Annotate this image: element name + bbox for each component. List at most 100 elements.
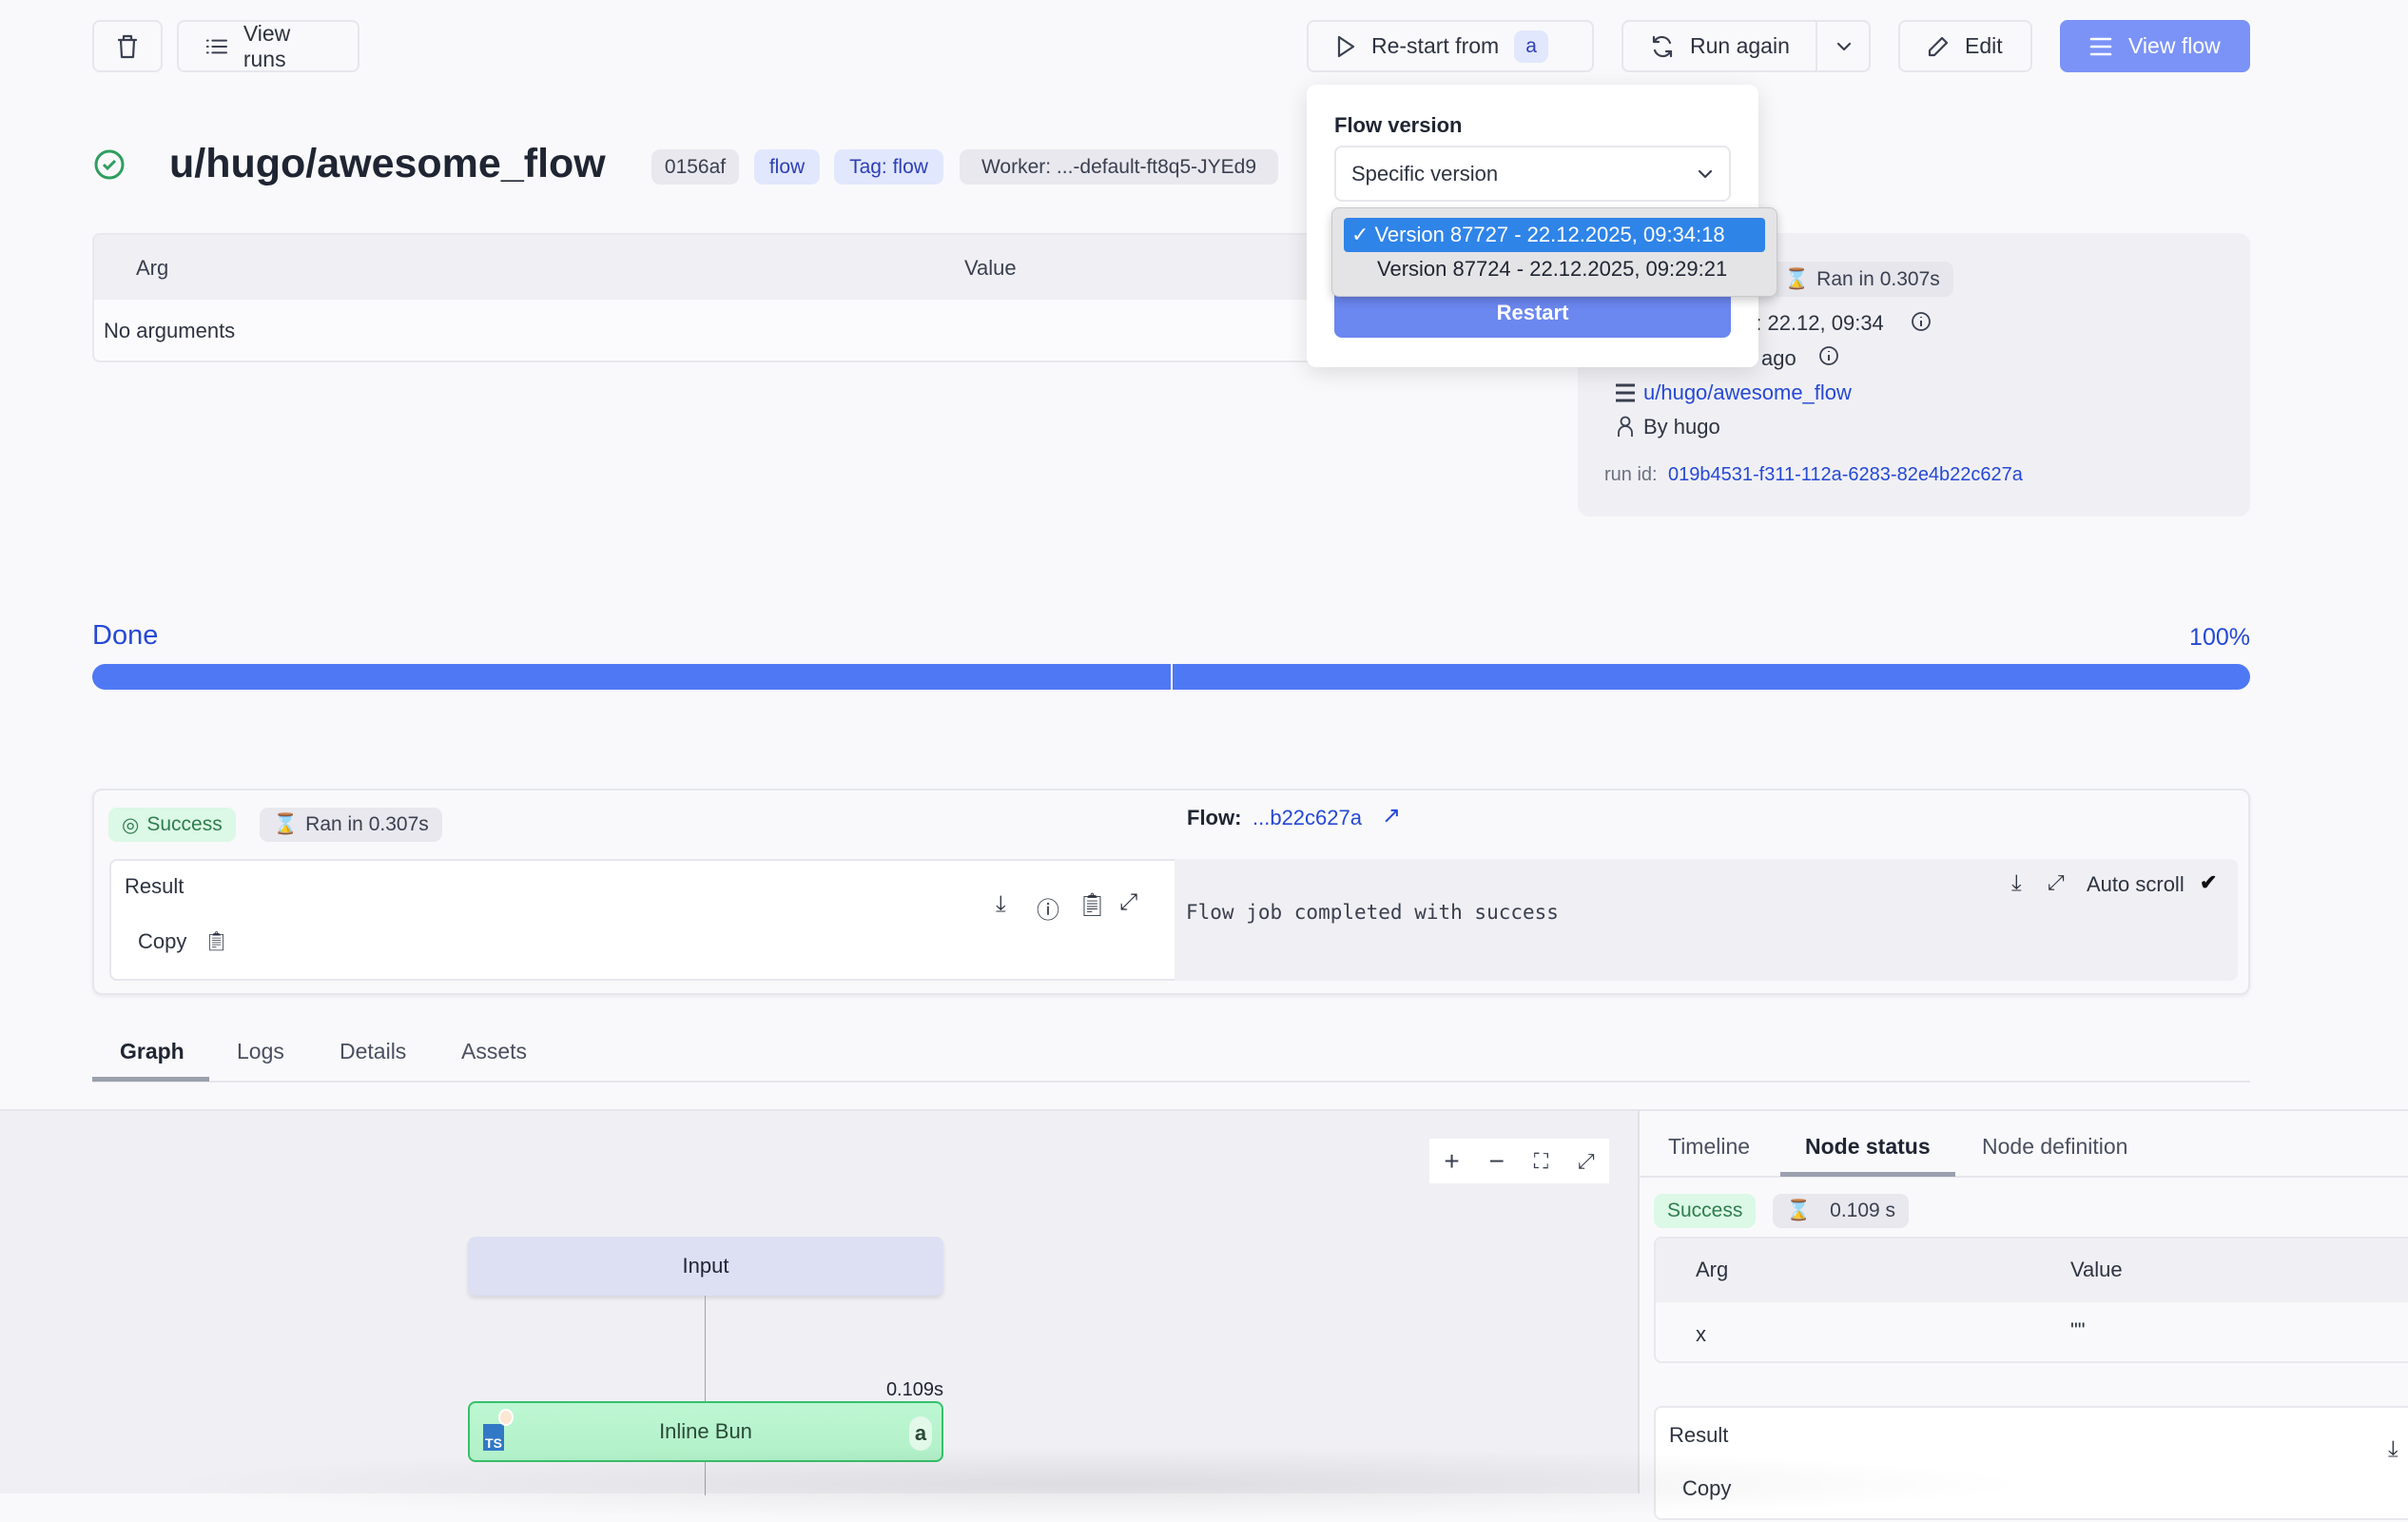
progress-percent: 100% [2189, 624, 2250, 651]
user-icon [1618, 416, 1633, 437]
version-dropdown-list: ✓ Version 87727 - 22.12.2025, 09:34:18 Ve… [1331, 207, 1777, 297]
hourglass-icon: ⌛ [1786, 1200, 1812, 1221]
version-option-label: Version 87727 - 22.12.2025, 09:34:18 [1374, 223, 1725, 246]
arg-value: "" [2070, 1318, 2086, 1342]
hourglass-icon: ⌛ [273, 813, 299, 835]
info-icon[interactable] [1818, 345, 1839, 366]
step-duration: 0.109s [885, 1379, 943, 1400]
expand-icon[interactable]: ⤢ [2048, 870, 2065, 894]
bun-icon [498, 1409, 514, 1426]
expand-icon[interactable]: ⤢ [1119, 889, 1138, 915]
node-duration-text: 0.109 s [1830, 1200, 1896, 1221]
active-tab-indicator [1780, 1172, 1955, 1177]
success-badge: ◎ Success [108, 808, 236, 842]
play-icon [1337, 35, 1355, 57]
tab-node-status[interactable]: Node status [1805, 1134, 1931, 1159]
chevron-down-icon [1836, 42, 1852, 50]
edge [705, 1296, 706, 1401]
started-at-text: b: 22.12, 09:34 [1744, 311, 1884, 335]
created-by-text: By hugo [1643, 415, 1720, 439]
col-value-header: Value [964, 256, 1017, 280]
list-icon [205, 39, 228, 53]
result-label: Result [125, 874, 184, 898]
col-arg-header: Arg [136, 256, 169, 280]
flow-job-link[interactable]: ...b22c627a [1253, 806, 1362, 829]
col-arg-header: Arg [1696, 1258, 1729, 1281]
run-id-link[interactable]: 019b4531-f311-112a-6283-82e4b22c627a [1668, 464, 2023, 485]
step-node-a[interactable]: TS Inline Bun a [468, 1401, 943, 1462]
flow-path-link[interactable]: u/hugo/awesome_flow [1643, 380, 1852, 404]
download-icon[interactable]: ⤓ [996, 891, 1006, 917]
tabs-divider [92, 1081, 2250, 1083]
delete-button[interactable] [92, 20, 163, 72]
view-flow-button[interactable]: View flow [2060, 20, 2250, 72]
clipboard-icon[interactable]: 📋︎ [1078, 892, 1107, 918]
divider [1640, 1176, 2408, 1178]
info-icon[interactable]: ⓘ [1037, 898, 1059, 924]
ran-in-text: Ran in 0.307s [305, 813, 429, 835]
zoom-in-icon[interactable]: + [1444, 1145, 1460, 1176]
restart-from-label: Re-start from [1371, 33, 1500, 58]
run-again-button[interactable]: Run again [1690, 33, 1790, 58]
view-runs-button[interactable]: View runs [177, 20, 359, 72]
edit-label: Edit [1965, 33, 2003, 58]
tab-assets[interactable]: Assets [461, 1039, 528, 1063]
download-icon[interactable]: ⤓ [2011, 870, 2022, 896]
copy-button[interactable]: Copy [1682, 1476, 1732, 1500]
tab-node-definition[interactable]: Node definition [1982, 1134, 2128, 1159]
fit-view-icon[interactable]: ⛶ [1533, 1148, 1549, 1173]
info-icon[interactable] [1911, 311, 1932, 332]
node-result-panel: Result ⤓ Copy [1654, 1406, 2408, 1520]
auto-scroll-label: Auto scroll [2087, 872, 2185, 896]
version-option[interactable]: Version 87724 - 22.12.2025, 09:29:21 [1377, 257, 1728, 281]
external-link-icon[interactable]: ↗ [1382, 803, 1402, 829]
graph-canvas[interactable]: + − ⛶ ⤢ Input 0.109s TS Inline Bun a [0, 1109, 1638, 1495]
graph-controls: + − ⛶ ⤢ [1429, 1139, 1609, 1183]
step-node-label: Inline Bun [659, 1419, 752, 1443]
active-tab-indicator [92, 1077, 209, 1082]
kind-badge: flow [754, 149, 820, 185]
typescript-icon: TS [483, 1424, 504, 1451]
edit-button[interactable]: Edit [1898, 20, 2032, 72]
restart-from-button[interactable]: Re-start from a [1307, 20, 1594, 72]
version-badge: 0156af [651, 149, 739, 185]
arg-name: x [1696, 1322, 1706, 1346]
run-id-label: run id: [1604, 464, 1658, 485]
result-panel: Result ⤓ ⓘ 📋︎ ⤢ Copy 📋︎ [109, 859, 1175, 981]
tab-timeline[interactable]: Timeline [1668, 1134, 1751, 1159]
result-card: ◎ Success ⌛ Ran in 0.307s Flow: ...b22c627… [92, 789, 2250, 995]
view-runs-label: View runs [243, 20, 291, 71]
edge [705, 1462, 706, 1495]
step-id-badge: a [909, 1416, 932, 1451]
checkmark-icon: ✓ [1351, 223, 1369, 246]
success-text: Success [146, 813, 223, 835]
hourglass-icon: ⌛ [1784, 267, 1810, 290]
menu-icon [2089, 37, 2112, 55]
node-duration-badge: ⌛ 0.109 s [1773, 1194, 1910, 1228]
node-args-table: Arg Value x "" [1654, 1237, 2408, 1363]
tab-details[interactable]: Details [340, 1039, 407, 1063]
tab-graph[interactable]: Graph [120, 1039, 184, 1063]
input-node[interactable]: Input [468, 1237, 943, 1296]
version-option-selected[interactable]: ✓ Version 87727 - 22.12.2025, 09:34:18 [1344, 218, 1765, 252]
tab-logs[interactable]: Logs [237, 1039, 284, 1063]
clipboard-icon[interactable]: 📋︎ [204, 931, 229, 952]
chevron-down-icon [1698, 169, 1713, 178]
node-side-panel: Timeline Node status Node definition Suc… [1638, 1109, 2408, 1520]
view-flow-label: View flow [2128, 33, 2221, 58]
no-arguments-text: No arguments [104, 319, 236, 342]
fullscreen-icon[interactable]: ⤢ [1577, 1148, 1595, 1173]
version-select[interactable]: Specific version [1334, 146, 1731, 202]
restart-step-badge: a [1514, 29, 1548, 63]
run-again-dropdown[interactable] [1816, 22, 1871, 70]
zoom-out-icon[interactable]: − [1488, 1145, 1505, 1176]
download-icon[interactable]: ⤓ [2388, 1436, 2398, 1462]
progress-label: Done [92, 620, 159, 651]
auto-scroll-checkbox[interactable]: ✔ [2200, 870, 2218, 894]
tag-badge: Tag: flow [834, 149, 943, 185]
log-text: Flow job completed with success [1186, 901, 1559, 924]
refresh-icon [1652, 35, 1673, 57]
copy-button[interactable]: Copy [138, 929, 187, 953]
ran-in-text: Ran in 0.307s [1816, 267, 1940, 290]
pencil-icon [1928, 36, 1949, 56]
